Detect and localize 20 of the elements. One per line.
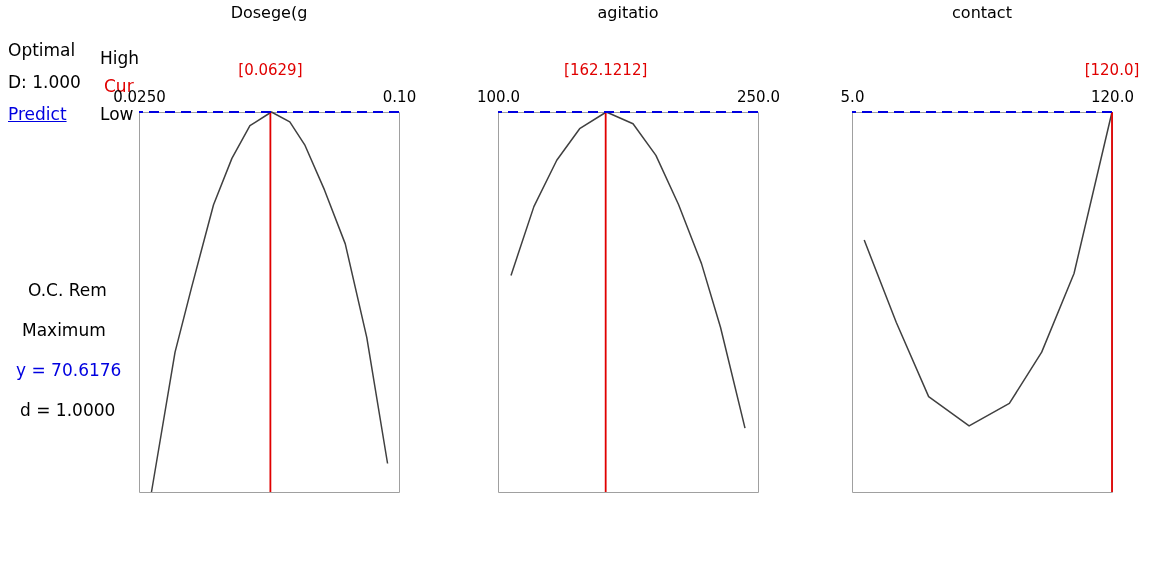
text: d = 1.0000 [20, 400, 116, 420]
chart-title: contact [952, 3, 1012, 22]
x-tick-label: 100.0 [477, 87, 520, 106]
text: Low [100, 104, 134, 124]
ref-line-label: [162.1212] [564, 61, 648, 79]
text: Maximum [22, 320, 106, 340]
ref-line-label: [0.0629] [238, 61, 303, 79]
text: Predict [8, 104, 67, 124]
x-tick-label: 250.0 [737, 87, 780, 106]
x-tick-label: 120.0 [1091, 87, 1134, 106]
chart-title: Dosege(g [230, 3, 308, 22]
x-tick-label: 0.10 [382, 87, 417, 106]
x-tick-label: 5.0 [840, 87, 865, 106]
chart-title: agitatio [597, 3, 659, 22]
text: D: 1.000 [8, 72, 81, 92]
text: y = 70.6176 [16, 360, 122, 380]
text: O.C. Rem [28, 280, 107, 300]
text: High [100, 48, 140, 68]
text: Optimal [8, 40, 76, 60]
ref-line-label: [120.0] [1084, 61, 1140, 79]
